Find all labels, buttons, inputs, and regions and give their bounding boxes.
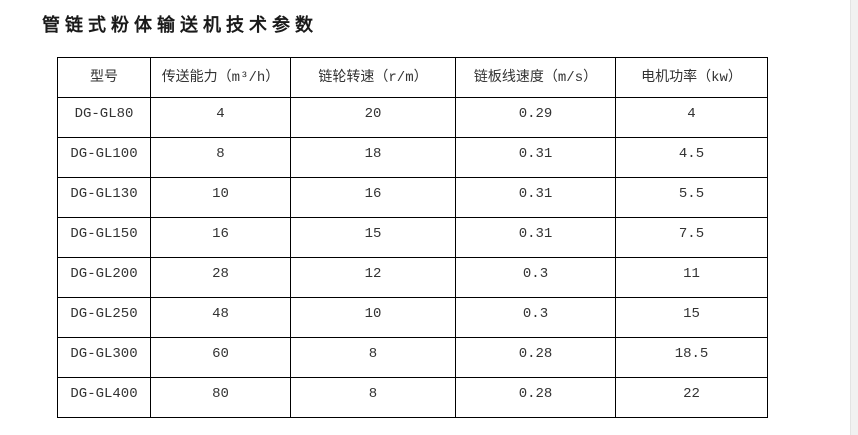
table-cell: 28 (150, 257, 291, 298)
model-cell: DG-GL100 (57, 137, 151, 178)
column-header: 型号 (57, 57, 151, 98)
table-cell: 0.3 (455, 257, 616, 298)
model-cell: DG-GL200 (57, 257, 151, 298)
table-cell: 18.5 (615, 337, 768, 378)
table-row: DG-GL130 10 16 0.31 5.5 (57, 177, 768, 218)
table-cell: 7.5 (615, 217, 768, 258)
table-cell: 8 (150, 137, 291, 178)
table-cell: 0.28 (455, 337, 616, 378)
scrollbar-track[interactable] (850, 0, 858, 435)
table-cell: 0.31 (455, 217, 616, 258)
table-row: DG-GL150 16 15 0.31 7.5 (57, 217, 768, 258)
column-header: 电机功率（kw） (615, 57, 768, 98)
model-cell: DG-GL250 (57, 297, 151, 338)
table-cell: 4.5 (615, 137, 768, 178)
table-cell: 60 (150, 337, 291, 378)
table-cell: 10 (150, 177, 291, 218)
table-cell: 4 (150, 97, 291, 138)
table-cell: 5.5 (615, 177, 768, 218)
table-cell: 8 (290, 337, 456, 378)
table-row: DG-GL250 48 10 0.3 15 (57, 297, 768, 338)
column-header: 链板线速度（m/s） (455, 57, 616, 98)
table-cell: 80 (150, 377, 291, 418)
header-row: 型号 传送能力（m³/h） 链轮转速（r/m） 链板线速度（m/s） 电机功率（kw） (57, 57, 768, 98)
table-row: DG-GL300 60 8 0.28 18.5 (57, 337, 768, 378)
model-cell: DG-GL400 (57, 377, 151, 418)
column-header: 传送能力（m³/h） (150, 57, 291, 98)
table-cell: 15 (290, 217, 456, 258)
table-row: DG-GL100 8 18 0.31 4.5 (57, 137, 768, 178)
page-title: 管链式粉体输送机技术参数 (42, 15, 318, 36)
table-cell: 18 (290, 137, 456, 178)
table-cell: 0.28 (455, 377, 616, 418)
column-header: 链轮转速（r/m） (290, 57, 456, 98)
table-cell: 48 (150, 297, 291, 338)
model-cell: DG-GL150 (57, 217, 151, 258)
model-cell: DG-GL130 (57, 177, 151, 218)
table-cell: 8 (290, 377, 456, 418)
table-row: DG-GL80 4 20 0.29 4 (57, 97, 768, 138)
table-cell: 16 (290, 177, 456, 218)
spec-table: 型号 传送能力（m³/h） 链轮转速（r/m） 链板线速度（m/s） 电机功率（kw） … (57, 57, 768, 418)
table-row: DG-GL200 28 12 0.3 11 (57, 257, 768, 298)
table-cell: 22 (615, 377, 768, 418)
table-cell: 4 (615, 97, 768, 138)
table-cell: 0.29 (455, 97, 616, 138)
table-cell: 20 (290, 97, 456, 138)
table-row: DG-GL400 80 8 0.28 22 (57, 377, 768, 418)
table-cell: 10 (290, 297, 456, 338)
table-cell: 15 (615, 297, 768, 338)
model-cell: DG-GL80 (57, 97, 151, 138)
model-cell: DG-GL300 (57, 337, 151, 378)
table-cell: 11 (615, 257, 768, 298)
table-cell: 0.31 (455, 137, 616, 178)
table-cell: 16 (150, 217, 291, 258)
table-cell: 12 (290, 257, 456, 298)
table-cell: 0.31 (455, 177, 616, 218)
table-cell: 0.3 (455, 297, 616, 338)
